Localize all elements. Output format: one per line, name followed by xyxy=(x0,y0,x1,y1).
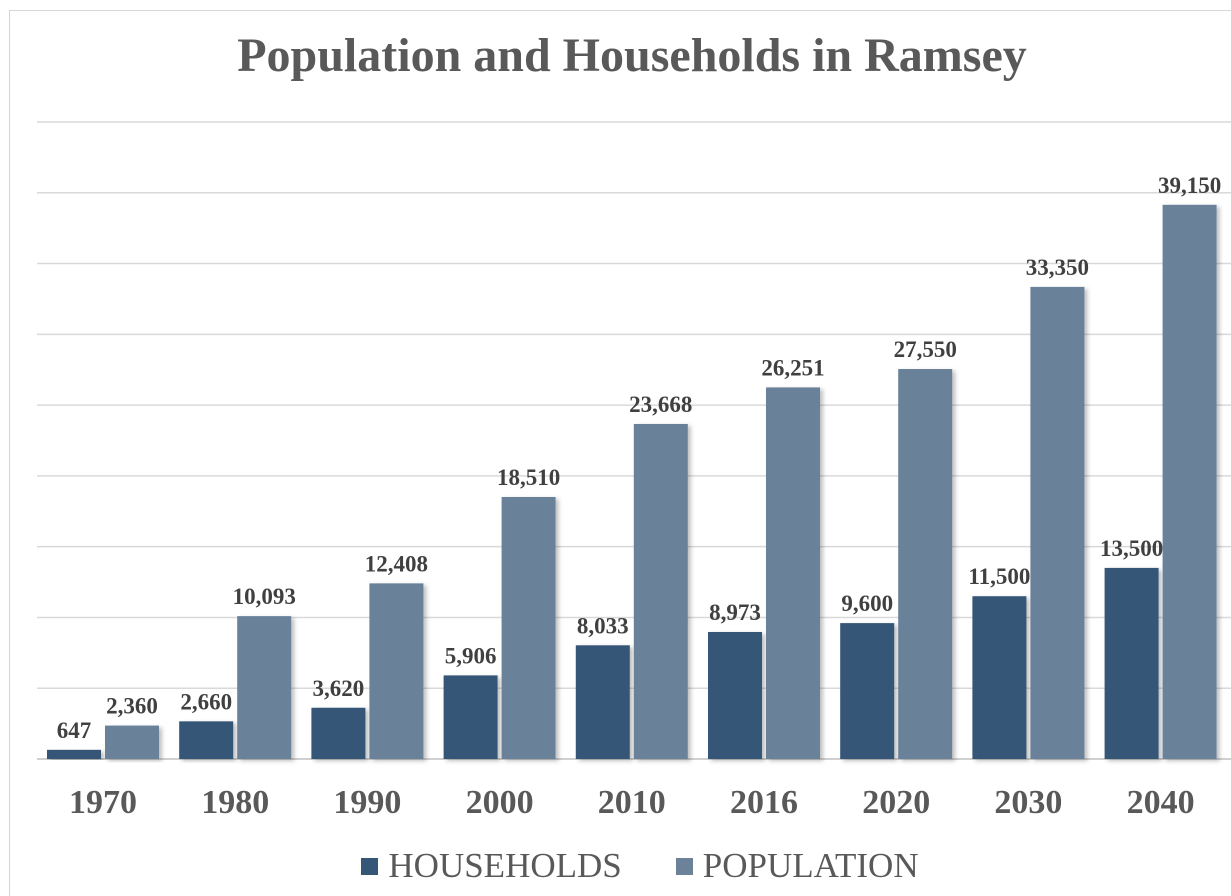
data-label-population-1970: 2,360 xyxy=(106,694,158,719)
bar-population-2000 xyxy=(501,496,556,759)
bar-population-1990 xyxy=(369,583,424,759)
bar-households-1990 xyxy=(311,707,366,759)
legend-item-population: POPULATION xyxy=(675,846,919,886)
data-label-households-1980: 2,660 xyxy=(180,689,232,714)
x-tick-label-1970: 1970 xyxy=(69,784,137,821)
data-label-households-2010: 8,033 xyxy=(577,613,629,638)
bar-population-2030 xyxy=(1030,286,1085,759)
chart-legend: HOUSEHOLDS POPULATION xyxy=(0,846,1231,886)
data-label-households-1990: 3,620 xyxy=(313,676,365,701)
x-tick-label-2000: 2000 xyxy=(466,784,534,821)
bar-households-1970 xyxy=(47,749,101,759)
x-tick-label-1990: 1990 xyxy=(333,784,401,821)
data-label-population-2020: 27,550 xyxy=(894,337,957,362)
data-label-population-2010: 23,668 xyxy=(629,392,692,417)
x-tick-label-2040: 2040 xyxy=(1127,784,1195,821)
bar-population-2020 xyxy=(898,369,953,759)
x-tick-label-2030: 2030 xyxy=(994,784,1062,821)
data-label-population-2000: 18,510 xyxy=(497,465,560,490)
bar-households-2020 xyxy=(840,623,895,759)
legend-swatch-households xyxy=(361,857,379,875)
data-label-households-2040: 13,500 xyxy=(1100,536,1163,561)
data-label-households-2030: 11,500 xyxy=(968,564,1030,589)
bar-population-1980 xyxy=(237,616,292,759)
data-label-households-2020: 9,600 xyxy=(841,591,893,616)
bar-population-2010 xyxy=(633,423,688,759)
data-label-households-1970: 647 xyxy=(57,718,92,743)
legend-swatch-population xyxy=(675,857,693,875)
data-label-population-2030: 33,350 xyxy=(1026,255,1089,280)
x-tick-label-1980: 1980 xyxy=(201,784,269,821)
x-tick-label-2016: 2016 xyxy=(730,784,798,821)
data-label-population-2040: 39,150 xyxy=(1158,173,1221,198)
legend-item-households: HOUSEHOLDS xyxy=(361,846,622,886)
bar-households-1980 xyxy=(179,721,234,759)
legend-label-population: POPULATION xyxy=(702,846,919,885)
data-label-households-2016: 8,973 xyxy=(709,600,761,625)
bar-households-2030 xyxy=(972,596,1027,759)
data-label-population-1990: 12,408 xyxy=(365,551,428,576)
bar-population-2016 xyxy=(766,387,820,759)
bar-households-2000 xyxy=(443,675,498,759)
x-tick-label-2010: 2010 xyxy=(598,784,666,821)
chart-title: Population and Households in Ramsey xyxy=(237,29,1027,82)
data-label-population-1980: 10,093 xyxy=(233,584,296,609)
bar-population-1970 xyxy=(105,725,159,759)
bar-households-2010 xyxy=(575,645,630,759)
bar-households-2016 xyxy=(708,631,762,759)
bar-population-2040 xyxy=(1162,204,1217,759)
data-label-households-2000: 5,906 xyxy=(445,643,497,668)
bar-households-2040 xyxy=(1104,567,1159,759)
x-tick-label-2020: 2020 xyxy=(862,784,930,821)
legend-label-households: HOUSEHOLDS xyxy=(388,846,622,885)
data-label-population-2016: 26,251 xyxy=(761,355,824,380)
